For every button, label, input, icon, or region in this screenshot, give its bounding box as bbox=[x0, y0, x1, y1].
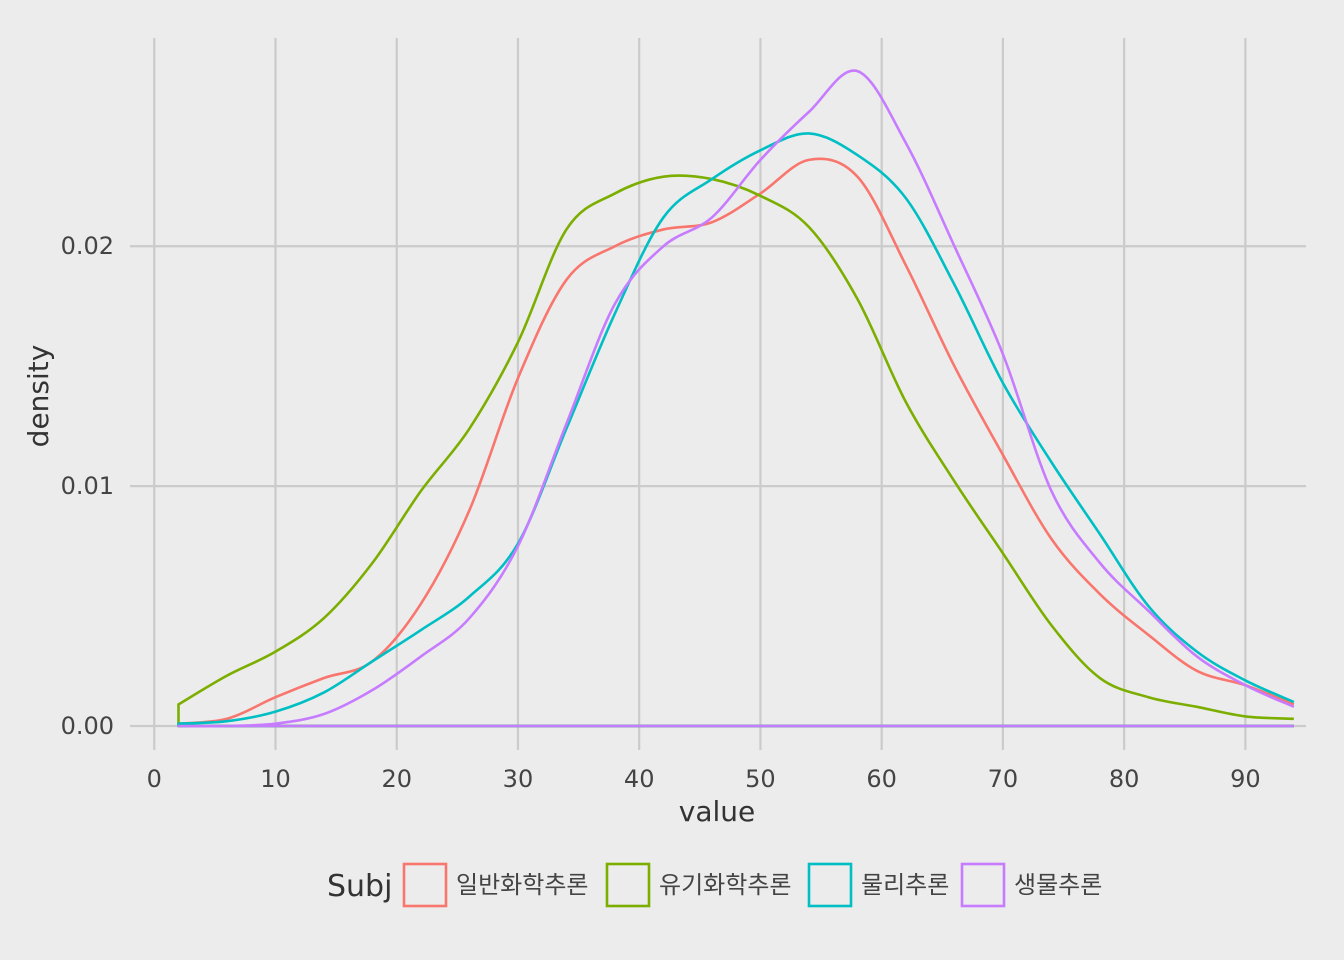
y-axis-title: density bbox=[22, 345, 55, 448]
density-line-4 bbox=[177, 69, 1295, 728]
legend-title: Subj bbox=[327, 869, 392, 904]
legend-key-3 bbox=[807, 862, 853, 908]
x-tick-label: 30 bbox=[503, 765, 534, 793]
legend: Subj 일반화학추론 유기화학추론 물리추론 생물추론 bbox=[327, 862, 1102, 908]
x-tick-label: 10 bbox=[260, 765, 291, 793]
legend-key-4 bbox=[960, 862, 1006, 908]
legend-key-2 bbox=[605, 862, 651, 908]
x-tick-label: 20 bbox=[381, 765, 412, 793]
y-tick-label: 0.01 bbox=[61, 472, 114, 500]
x-tick-label: 40 bbox=[624, 765, 655, 793]
legend-key-1 bbox=[402, 862, 448, 908]
x-tick-label: 60 bbox=[866, 765, 897, 793]
series-lines bbox=[177, 69, 1295, 728]
y-tick-label: 0.02 bbox=[61, 232, 114, 260]
legend-label-4: 생물추론 bbox=[1014, 871, 1102, 899]
legend-label-3: 물리추론 bbox=[861, 871, 949, 899]
x-tick-label: 70 bbox=[988, 765, 1019, 793]
density-line-2 bbox=[177, 174, 1294, 728]
y-axis-ticks: 0.00 0.01 0.02 bbox=[61, 232, 114, 740]
density-line-3 bbox=[177, 132, 1295, 728]
x-tick-label: 90 bbox=[1230, 765, 1261, 793]
x-axis-ticks: 0 10 20 30 40 50 60 70 80 90 bbox=[147, 765, 1261, 793]
y-tick-label: 0.00 bbox=[61, 712, 114, 740]
density-line-1 bbox=[177, 157, 1295, 728]
legend-label-1: 일반화학추론 bbox=[456, 871, 588, 899]
x-tick-label: 0 bbox=[147, 765, 162, 793]
x-tick-label: 80 bbox=[1109, 765, 1140, 793]
legend-label-2: 유기화학추론 bbox=[659, 871, 791, 899]
grid bbox=[130, 38, 1306, 750]
x-tick-label: 50 bbox=[745, 765, 776, 793]
x-axis-title: value bbox=[679, 795, 755, 828]
